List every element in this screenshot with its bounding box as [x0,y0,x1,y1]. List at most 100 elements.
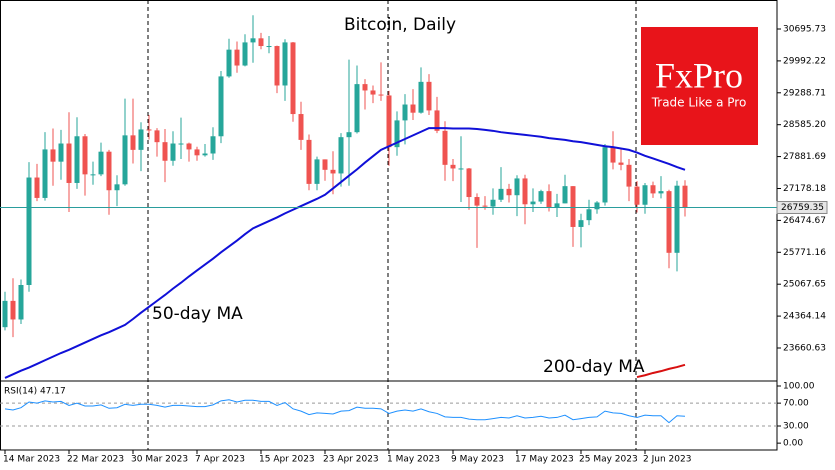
candle-body [570,186,576,227]
x-tick-label: 1 May 2023 [387,455,440,465]
candle-body [674,185,680,253]
candle-body [26,177,32,285]
candle-body [658,191,664,194]
candle-body [354,84,360,133]
candle-body [186,143,192,150]
current-price-label: 26759.35 [781,203,824,213]
candle-body [114,184,120,191]
candle-body [434,110,440,131]
candle-body [482,205,488,207]
candle-body [346,132,352,138]
candle-body [370,90,376,95]
x-tick-label: 9 May 2023 [451,455,504,465]
candle-body [530,201,536,205]
candle-body [402,104,408,121]
y-tick-label: 25067.65 [783,280,826,290]
candle-body [242,42,248,66]
candle-body [634,186,640,205]
x-tick-label: 22 Mar 2023 [67,455,124,465]
candle-body [330,169,336,174]
candle-body [210,136,216,154]
y-tick-label: 29992.22 [783,56,826,66]
rsi-label: RSI(14) 47.17 [4,387,66,397]
candle-body [66,143,72,183]
candle-body [282,42,288,86]
candle-body [458,168,464,170]
candle-body [266,46,272,48]
candle-body [170,143,176,161]
candle-body [90,174,96,176]
candle-body [578,220,584,227]
candle-body [290,42,296,115]
candle-body [122,135,128,185]
candle-body [138,129,144,150]
y-tick-label: 23660.63 [783,344,826,354]
candle-body [410,104,416,113]
candle-body [666,191,672,253]
candle-body [442,130,448,165]
candle-body [386,95,392,148]
candle-body [682,185,688,208]
candle-body [258,38,264,47]
y-tick-label: 25771.16 [783,248,826,258]
y-tick-label: 26474.67 [783,216,826,226]
rsi-line [4,399,686,424]
x-tick-label: 15 Apr 2023 [259,455,315,465]
candle-body [98,151,104,175]
candle-body [514,178,520,196]
y-tick-label: 27178.18 [783,184,826,194]
candle-body [586,209,592,221]
candle-body [610,147,616,163]
candle-body [490,199,496,207]
candle-body [58,143,64,162]
candle-body [202,153,208,156]
candle-body [106,151,112,191]
candle-body [322,159,328,170]
y-tick-label: 29288.71 [783,88,826,98]
moving-average [4,127,686,379]
candle-body [626,164,632,187]
y-tick-label: 24364.14 [783,312,826,322]
candle-body [74,136,80,183]
candle-body [594,202,600,210]
candle-body [338,137,344,174]
candle-body [2,300,8,328]
candle-body [522,178,528,205]
candle-body [546,191,552,208]
candle-body [554,203,560,208]
candle-body [562,186,568,204]
candle-body [50,149,56,162]
candle-body [418,81,424,113]
candle-body [42,149,48,198]
candle-body [314,159,320,184]
candle-body [298,114,304,140]
candle-body [650,185,656,194]
x-tick-label: 25 May 2023 [579,455,638,465]
candle-body [146,129,152,131]
candle-body [162,142,168,161]
y-tick-label: 70.00 [783,399,809,409]
candle-body [506,188,512,196]
y-tick-label: 30695.73 [783,24,826,34]
y-tick-label: 30.00 [783,422,809,432]
line-annotation: 200-day MA [543,357,645,377]
candle-body [178,143,184,145]
candle-body [82,136,88,175]
candle-body [18,285,24,320]
candle-body [394,120,400,148]
candle-body [306,139,312,184]
line-annotation: 50-day MA [152,304,243,324]
x-tick-label: 17 May 2023 [515,455,574,465]
candle-body [450,164,456,169]
candle-body [250,38,256,43]
y-tick-label: 100.00 [783,382,815,392]
chart-title: Bitcoin, Daily [344,15,456,35]
candle-body [362,84,368,91]
current-price-box [776,200,828,214]
candle-body [466,168,472,198]
x-tick-label: 7 Apr 2023 [195,455,245,465]
candle-body [426,81,432,111]
x-tick-label: 2 Jun 2023 [643,455,691,465]
